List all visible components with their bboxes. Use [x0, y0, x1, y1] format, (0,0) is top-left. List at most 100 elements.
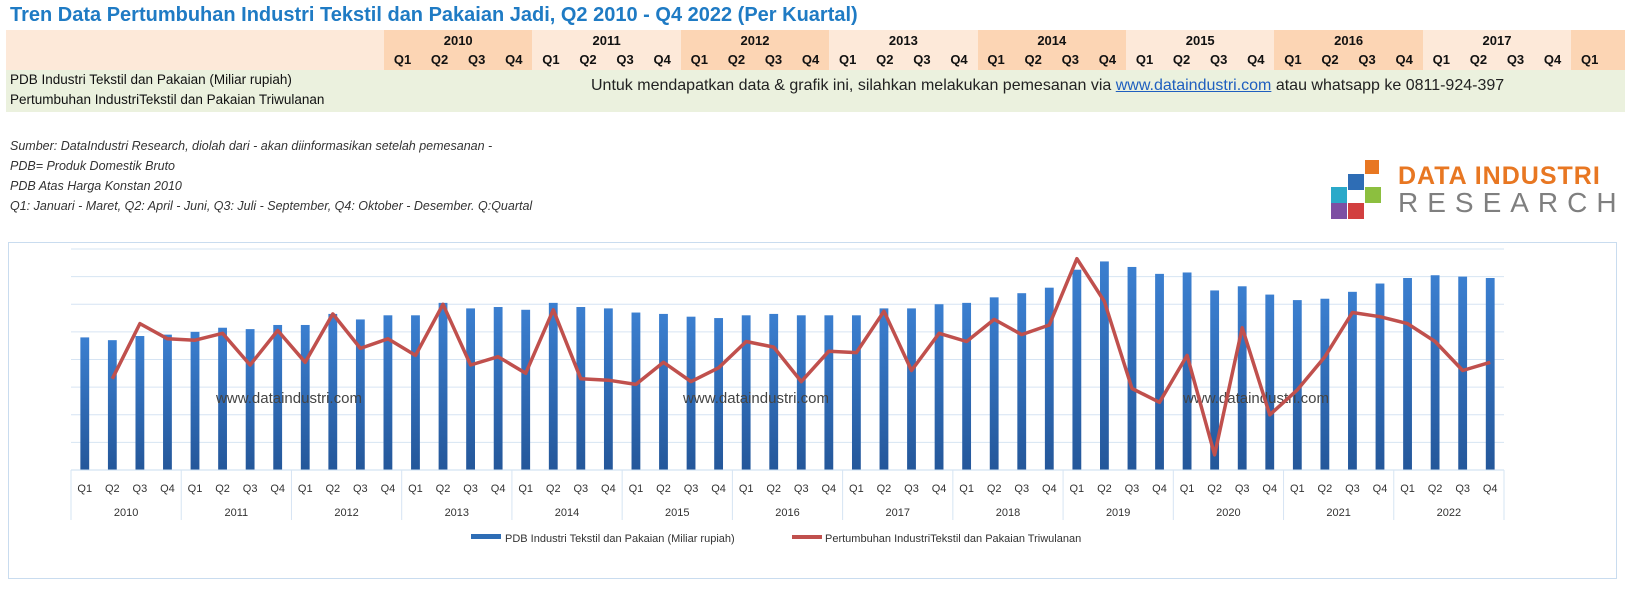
bar-pdb [989, 297, 999, 470]
row-label-pdb: PDB Industri Tekstil dan Pakaian (Miliar… [10, 72, 292, 87]
year-header-2017: 2017 Q1 Q2 Q3 Q4 [1422, 30, 1572, 70]
year-header-2014: 2014 Q1 Q2 Q3 Q4 [977, 30, 1126, 70]
quarter-label: Q2 [1024, 52, 1042, 67]
quarter-label: Q1 [839, 52, 857, 67]
quarter-label: Q2 [1469, 52, 1488, 67]
bar-pdb [1348, 291, 1357, 470]
bar-pdb [1210, 290, 1220, 470]
bar-pdb [80, 337, 90, 470]
quarter-label: Q1 [1581, 52, 1599, 67]
quarter-label: Q3 [1210, 52, 1228, 67]
bar-pdb [796, 315, 806, 470]
x-tick-year: 2017 [885, 507, 909, 519]
bar-pdb [1485, 278, 1495, 470]
x-tick-quarter: Q4 [1483, 483, 1498, 495]
quarter-label: Q2 [579, 52, 597, 67]
note-source: Sumber: DataIndustri Research, diolah da… [10, 139, 493, 153]
logo-text-primary: DATA INDUSTRI [1398, 162, 1601, 190]
quarter-label: Q2 [430, 52, 449, 67]
x-tick-quarter: Q2 [215, 483, 230, 495]
x-tick-quarter: Q3 [1014, 483, 1029, 495]
x-tick-year: 2020 [1216, 507, 1240, 519]
website-link[interactable]: www.dataindustri.com [1115, 77, 1272, 94]
bar-pdb [659, 313, 668, 470]
x-tick-quarter: Q4 [1262, 483, 1277, 495]
x-tick-quarter: Q2 [1428, 483, 1443, 495]
x-tick-year: 2011 [225, 507, 249, 519]
x-tick-quarter: Q2 [1318, 483, 1333, 495]
year-header-2013: 2013 Q1 Q2 Q3 Q4 [829, 30, 978, 70]
bar-pdb [603, 308, 613, 470]
x-tick-quarter: Q3 [133, 483, 148, 495]
x-tick-year: 2018 [996, 507, 1020, 519]
quarter-label: Q1 [542, 52, 560, 67]
year-header-2011: 2011 Q1 Q2 Q3 Q4 [532, 30, 681, 70]
x-tick-quarter: Q3 [1125, 483, 1140, 495]
logo-square-cyan [1331, 187, 1347, 203]
x-tick-quarter: Q2 [546, 483, 561, 495]
order-notice-prefix: Untuk mendapatkan data & grafik ini, sil… [591, 77, 1116, 94]
x-tick-quarter: Q1 [1180, 483, 1195, 495]
bar-pdb [962, 302, 972, 470]
quarter-label: Q4 [653, 52, 671, 67]
note-quarter-definition: Q1: Januari - Maret, Q2: April - Juni, Q… [10, 199, 533, 213]
row-label-growth: Pertumbuhan IndustriTekstil dan Pakaian … [10, 92, 325, 107]
x-tick-year: 2022 [1437, 507, 1461, 519]
x-tick-quarter: Q3 [463, 483, 478, 495]
quarter-label: Q1 [1135, 52, 1154, 67]
quarter-label: Q1 [393, 52, 412, 67]
logo-text-secondary: RESEARCH [1398, 187, 1625, 218]
bar-pdb [824, 315, 834, 470]
quarter-label: Q2 [1172, 52, 1191, 67]
x-tick-quarter: Q4 [932, 483, 947, 495]
bar-pdb [1292, 300, 1302, 470]
quarter-label: Q3 [1061, 52, 1079, 67]
bar-pdb [1458, 276, 1468, 470]
bar-pdb [1127, 266, 1137, 470]
x-tick-year: 2013 [445, 507, 469, 519]
quarter-label: Q4 [1098, 52, 1117, 67]
x-tick-year: 2019 [1106, 507, 1130, 519]
x-tick-quarter: Q2 [656, 483, 671, 495]
x-tick-quarter: Q3 [904, 483, 919, 495]
bar-pdb [1375, 283, 1385, 470]
x-tick-quarter: Q2 [1207, 483, 1222, 495]
x-tick-quarter: Q4 [381, 483, 396, 495]
x-tick-quarter: Q3 [243, 483, 258, 495]
quarter-label: Q4 [1395, 52, 1413, 67]
bar-pdb [107, 340, 117, 470]
legend-label-pdb: PDB Industri Tekstil dan Pakaian (Miliar… [505, 533, 735, 545]
x-tick-quarter: Q4 [711, 483, 726, 495]
x-tick-quarter: Q1 [629, 483, 644, 495]
logo-square-red [1348, 203, 1364, 219]
bar-pdb [190, 331, 200, 470]
quarter-label: Q3 [913, 52, 931, 67]
quarter-label: Q2 [727, 52, 746, 67]
bar-pdb [135, 336, 145, 470]
bar-pdb [1072, 269, 1082, 470]
x-tick-quarter: Q3 [794, 483, 809, 495]
year-label: 2010 [443, 33, 473, 48]
bar-pdb [355, 319, 365, 470]
quarter-label: Q4 [505, 52, 523, 67]
x-tick-quarter: Q1 [298, 483, 313, 495]
logo-square-green [1365, 187, 1381, 203]
quarter-label: Q3 [616, 52, 634, 67]
year-header-2015: 2015 Q1 Q2 Q3 Q4 [1126, 30, 1275, 70]
x-tick-quarter: Q2 [877, 483, 892, 495]
bar-pdb [1155, 273, 1164, 470]
note-pdb-definition: PDB= Produk Domestik Bruto [10, 159, 175, 173]
bar-pdb [934, 304, 944, 470]
bar-pdb [769, 313, 779, 470]
quarter-label: Q1 [1432, 52, 1450, 67]
x-tick-year: 2012 [334, 507, 358, 519]
x-tick-quarter: Q3 [1235, 483, 1250, 495]
bar-pdb [907, 308, 916, 470]
x-tick-quarter: Q1 [1400, 483, 1415, 495]
quarter-label: Q4 [1247, 52, 1265, 67]
watermark-text: www.dataindustri.com [215, 390, 362, 407]
bar-pdb [411, 315, 420, 470]
x-tick-quarter: Q2 [1097, 483, 1112, 495]
x-tick-quarter: Q2 [987, 483, 1002, 495]
quarter-label: Q4 [1543, 52, 1562, 67]
